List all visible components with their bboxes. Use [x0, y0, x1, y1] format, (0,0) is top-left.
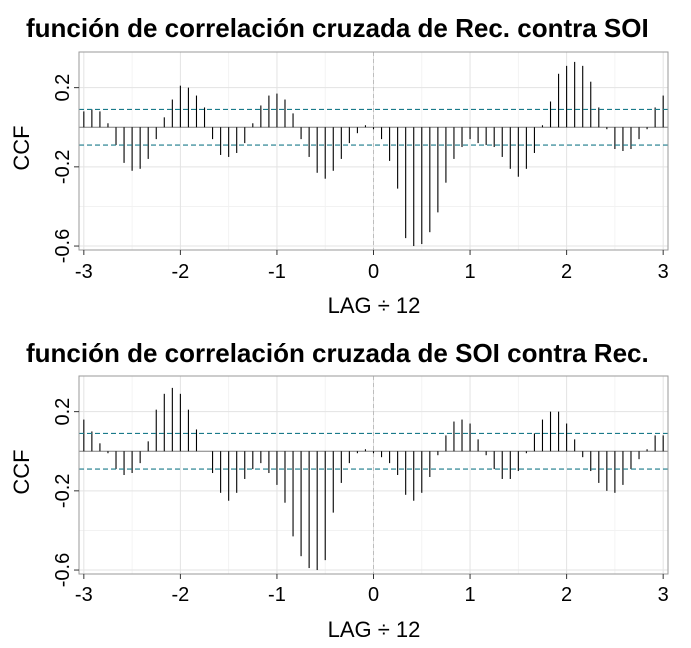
x-axis-label: LAG ÷ 12 [328, 617, 421, 642]
y-tick-label: -0.2 [52, 474, 74, 508]
y-tick-label: 0.2 [52, 398, 74, 426]
ccf-panel-soi-vs-rec: función de correlación cruzada de SOI co… [9, 338, 669, 642]
y-tick-label: -0.6 [52, 229, 74, 263]
x-tick-label: 2 [561, 584, 572, 606]
chart-title: función de correlación cruzada de Rec. c… [26, 13, 649, 43]
plot-area: -3 -2 -1 0 1 2 3 0.2 -0.2 -0.6 [52, 51, 669, 283]
x-tick-label: 0 [368, 584, 379, 606]
x-tick-label: -1 [268, 261, 286, 283]
y-tick-label: 0.2 [52, 74, 74, 102]
plot-area: -3 -2 -1 0 1 2 3 0.2 -0.2 -0.6 [52, 375, 669, 606]
x-tick-label: -3 [75, 261, 93, 283]
y-tick-label: -0.2 [52, 150, 74, 184]
y-axis-label: CCF [9, 125, 34, 170]
ccf-panel-rec-vs-soi: función de correlación cruzada de Rec. c… [9, 13, 669, 318]
x-tick-label: -1 [268, 584, 286, 606]
x-tick-label: 1 [464, 261, 475, 283]
x-tick-label: 1 [464, 584, 475, 606]
x-tick-label: -2 [171, 261, 189, 283]
chart-title: función de correlación cruzada de SOI co… [26, 338, 649, 368]
x-tick-label: 3 [658, 261, 669, 283]
x-tick-label: 2 [561, 261, 572, 283]
y-axis-label: CCF [9, 449, 34, 494]
x-tick-label: -3 [75, 584, 93, 606]
y-tick-label: -0.6 [52, 553, 74, 587]
x-tick-label: 3 [658, 584, 669, 606]
x-tick-label: 0 [368, 261, 379, 283]
x-tick-label: -2 [171, 584, 189, 606]
x-axis-label: LAG ÷ 12 [328, 293, 421, 318]
